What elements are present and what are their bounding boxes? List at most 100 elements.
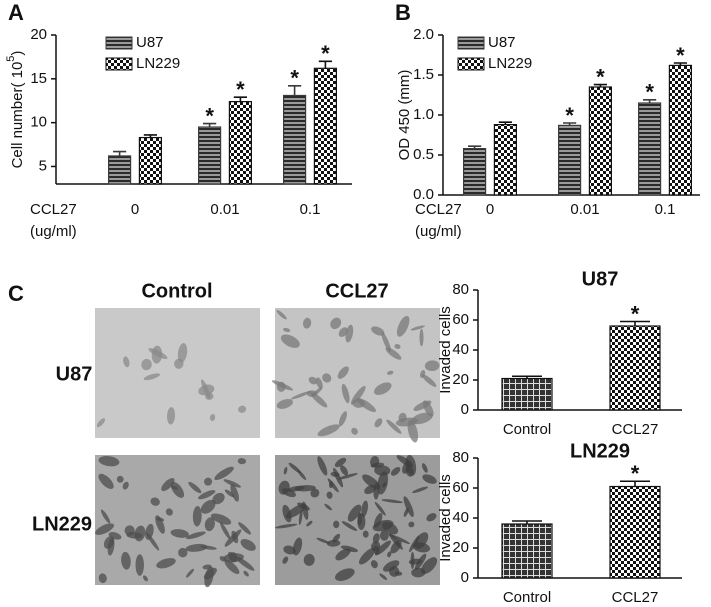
cell [340, 465, 349, 476]
cell [386, 419, 402, 434]
cell [374, 501, 386, 516]
cell [421, 463, 428, 473]
cell [387, 370, 394, 375]
cell [383, 560, 400, 572]
cell [142, 575, 148, 582]
cell [283, 327, 291, 333]
cell [145, 523, 154, 540]
cell [322, 373, 332, 383]
error-bar [468, 145, 482, 149]
x-tick-label: 0.1 [655, 201, 676, 218]
cell [345, 324, 354, 343]
x-tick-label: CCL27 [612, 589, 659, 606]
cell [283, 466, 288, 475]
cell [340, 545, 358, 553]
cell [410, 551, 415, 570]
cell [324, 503, 332, 511]
cell [198, 490, 216, 500]
cell [396, 315, 410, 337]
bar [283, 94, 307, 185]
cell [419, 328, 424, 347]
error-bar [203, 122, 217, 128]
significance-star: * [596, 64, 605, 89]
error-bar [512, 375, 542, 379]
y-tick-label: 2.0 [413, 26, 434, 43]
cell [316, 537, 330, 544]
x-axis-label: CCL27 [30, 201, 77, 218]
cell [240, 539, 256, 551]
cell [372, 519, 394, 532]
cell [420, 370, 426, 378]
y-tick-label: 20 [452, 539, 469, 556]
y-axis-label-text: OD 450 (mm) [396, 70, 413, 161]
cell [414, 553, 427, 571]
y-tick-label: 20 [452, 371, 469, 388]
cell [335, 548, 351, 561]
error-bar [673, 62, 687, 66]
error-bar [643, 99, 657, 103]
cell [337, 473, 358, 480]
error-bar [498, 121, 512, 125]
error-bar [288, 85, 302, 96]
cell [408, 521, 415, 528]
image-row-label: LN229 [32, 513, 92, 535]
cell [373, 382, 392, 395]
bar [228, 101, 252, 185]
y-axis-label: OD 450 (mm) [396, 70, 413, 161]
y-axis-label: Invaded cells [437, 306, 454, 394]
bar [609, 325, 661, 411]
cell [126, 532, 143, 539]
error-bar [318, 60, 332, 69]
cell [155, 515, 165, 534]
significance-star: * [645, 80, 654, 105]
cell [334, 568, 355, 581]
y-tick-label: 40 [452, 509, 469, 526]
legend-label: U87 [488, 34, 516, 51]
cell [224, 529, 242, 547]
bar [107, 155, 132, 185]
y-tick-label: 1.5 [413, 66, 434, 83]
y-tick-label: 60 [452, 479, 469, 496]
y-tick-label: 80 [452, 449, 469, 466]
cell [387, 551, 392, 558]
cell [185, 543, 208, 552]
bar [609, 485, 661, 579]
cell [214, 466, 234, 481]
y-tick-label: 0 [461, 401, 469, 418]
cell [220, 522, 231, 540]
cell [379, 573, 388, 580]
x-tick-label: CCL27 [612, 421, 659, 438]
legend-label: LN229 [136, 55, 180, 72]
cell [372, 533, 380, 544]
y-tick-label: 80 [452, 281, 469, 298]
cell [358, 548, 376, 565]
cell [381, 331, 392, 353]
cell [379, 530, 389, 541]
cell [302, 317, 312, 329]
cell [210, 513, 232, 525]
y-tick-label: 5 [39, 157, 47, 174]
cell [395, 417, 419, 427]
y-axis-label-text: Invaded cells [437, 474, 454, 562]
cell [338, 327, 348, 337]
cell [410, 325, 425, 331]
cell [377, 471, 389, 495]
cell [332, 533, 341, 543]
cell [166, 407, 176, 425]
cell [276, 398, 293, 409]
image-column-label: CCL27 [325, 280, 388, 302]
cell [95, 523, 115, 535]
cell [204, 517, 215, 532]
cell [303, 553, 315, 566]
bar [501, 523, 553, 579]
y-tick-label: 1.0 [413, 106, 434, 123]
micrograph [95, 455, 260, 588]
cell [285, 504, 306, 519]
cell [165, 508, 173, 516]
legend-label: LN229 [488, 55, 532, 72]
cell [177, 343, 188, 363]
image-column-label: Control [141, 280, 212, 302]
bar [198, 126, 222, 185]
cell [151, 345, 163, 364]
